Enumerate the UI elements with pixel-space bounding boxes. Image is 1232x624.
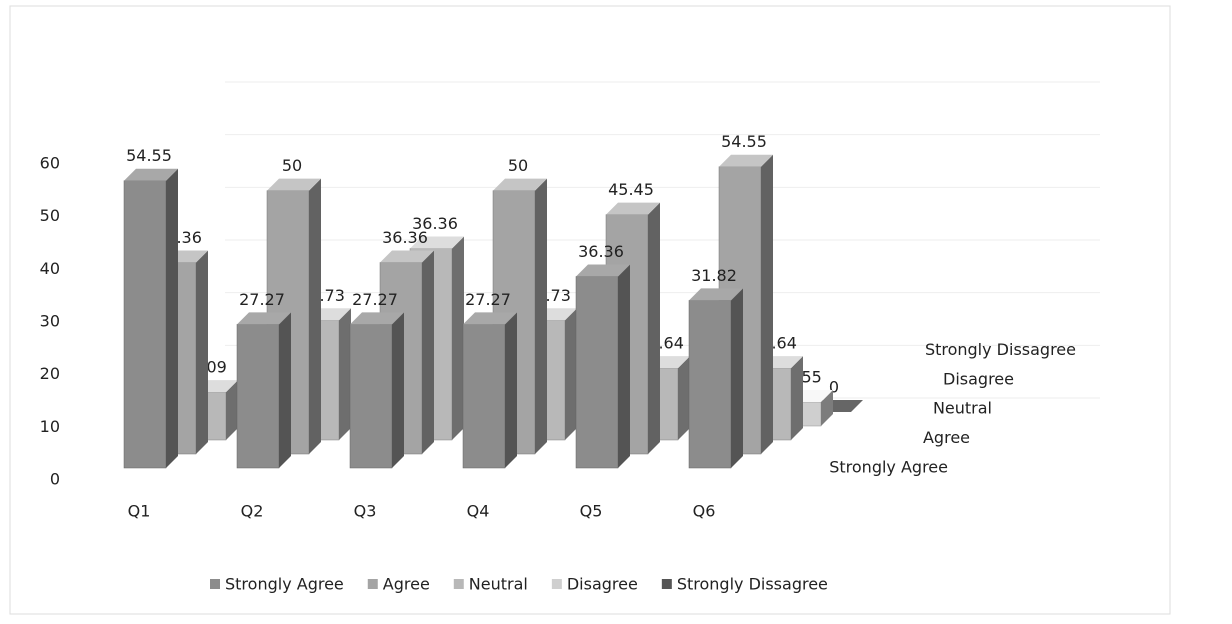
y-tick-label: 30 <box>40 312 60 331</box>
bar-side <box>166 168 178 468</box>
bar <box>123 168 178 469</box>
bar-side <box>279 312 291 468</box>
bar-side <box>565 308 577 440</box>
bar-side <box>648 202 660 454</box>
bar-side <box>226 380 238 440</box>
bar-top <box>493 178 547 191</box>
bar-side <box>452 236 464 440</box>
y-tick-label: 20 <box>40 364 60 383</box>
bar-top <box>237 312 291 325</box>
depth-label: Strongly Agree <box>829 458 948 477</box>
bar-front <box>462 324 506 469</box>
bar-top <box>124 168 178 181</box>
x-tick-label: Q6 <box>693 502 716 521</box>
x-tick-label: Q5 <box>580 502 603 521</box>
legend-label: Strongly Dissagree <box>677 575 828 594</box>
bar-top <box>463 312 517 325</box>
bar-side <box>731 288 743 468</box>
data-label: 31.82 <box>691 266 737 285</box>
bar-front <box>575 276 619 469</box>
bar-top <box>576 264 630 277</box>
bar-side <box>392 312 404 468</box>
x-tick-label: Q4 <box>467 502 490 521</box>
y-tick-label: 60 <box>40 154 60 173</box>
y-tick-label: 10 <box>40 417 60 436</box>
bar-top <box>350 312 404 325</box>
data-label: 0 <box>829 378 839 397</box>
data-label: 54.55 <box>721 132 767 151</box>
depth-label: Strongly Dissagree <box>925 340 1076 359</box>
bar-side <box>535 178 547 454</box>
data-label: 27.27 <box>352 290 398 309</box>
bar-side <box>821 390 833 426</box>
x-tick-label: Q2 <box>241 502 264 521</box>
depth-label: Neutral <box>933 399 992 418</box>
bar <box>236 312 291 469</box>
bar-top <box>606 202 660 215</box>
bar-top <box>719 154 773 167</box>
y-tick-label: 50 <box>40 206 60 225</box>
y-tick-label: 0 <box>50 470 60 489</box>
y-tick-label: 40 <box>40 259 60 278</box>
bar-side <box>761 154 773 454</box>
bar <box>349 312 404 469</box>
bar-side <box>422 250 434 454</box>
legend-label: Strongly Agree <box>225 575 344 594</box>
bar-side <box>339 308 351 440</box>
legend-swatch <box>210 579 220 589</box>
legend-swatch <box>367 579 378 589</box>
bar-top <box>267 178 321 191</box>
bar <box>575 264 630 469</box>
bar-side <box>309 178 321 454</box>
data-label: 27.27 <box>465 290 511 309</box>
bar-side <box>791 356 803 440</box>
bar-side <box>678 356 690 440</box>
bar-front <box>688 300 732 469</box>
legend-label: Agree <box>383 575 430 594</box>
bar <box>688 288 743 469</box>
data-label: 36.36 <box>412 214 458 233</box>
x-tick-label: Q1 <box>128 502 151 521</box>
bar-front <box>236 324 280 469</box>
data-label: 54.55 <box>126 146 172 165</box>
bar-side <box>505 312 517 468</box>
legend-swatch <box>551 579 562 589</box>
bar-side <box>618 264 630 468</box>
data-label: 50 <box>282 156 302 175</box>
depth-label: Agree <box>923 428 970 447</box>
data-label: 27.27 <box>239 290 285 309</box>
data-label: 50 <box>508 156 528 175</box>
bar-top <box>410 236 464 249</box>
data-label: 36.36 <box>578 242 624 261</box>
x-tick-label: Q3 <box>354 502 377 521</box>
bar <box>462 312 517 469</box>
data-label: 45.45 <box>608 180 654 199</box>
legend-label: Neutral <box>469 575 528 594</box>
data-label: 36.36 <box>382 228 428 247</box>
bar-front <box>123 180 167 469</box>
bar-top <box>380 250 434 263</box>
depth-label: Disagree <box>943 369 1014 388</box>
bar-top <box>689 288 743 301</box>
legend-label: Disagree <box>567 575 638 594</box>
bar-front <box>349 324 393 469</box>
legend-swatch <box>661 579 672 589</box>
legend-swatch <box>453 579 464 589</box>
bar-side <box>196 250 208 454</box>
